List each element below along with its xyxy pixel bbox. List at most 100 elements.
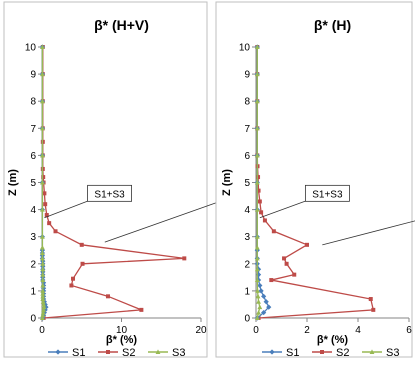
data-point-s2 xyxy=(256,188,261,193)
data-point-s3 xyxy=(254,125,260,131)
legend-marker-s3 xyxy=(155,349,161,354)
data-point-s1 xyxy=(258,288,264,294)
data-point-s3 xyxy=(39,44,45,49)
data-point-s2 xyxy=(271,229,276,234)
y-tick-label: 1 xyxy=(244,286,250,297)
data-point-s3 xyxy=(254,315,260,320)
data-point-s3 xyxy=(41,304,47,310)
data-point-s2 xyxy=(42,191,47,196)
chart-title: β* (H+V) xyxy=(94,17,149,33)
data-point-s3 xyxy=(40,261,46,266)
x-tick-label: 0 xyxy=(253,325,259,336)
x-tick-label: 0 xyxy=(39,325,45,336)
data-point-s3 xyxy=(254,98,260,104)
y-tick-label: 0 xyxy=(30,314,36,325)
data-point-s2 xyxy=(139,307,144,312)
data-point-s3 xyxy=(255,288,260,293)
callout-box xyxy=(87,184,132,202)
data-point-s2 xyxy=(368,297,373,302)
data-point-s2 xyxy=(71,276,76,281)
data-point-s3 xyxy=(39,255,45,261)
data-point-s2 xyxy=(80,261,85,266)
x-tick-label: 6 xyxy=(406,325,412,336)
data-point-s3 xyxy=(40,272,46,277)
data-point-s2 xyxy=(305,242,309,247)
callout-box xyxy=(304,184,350,202)
data-point-s2 xyxy=(371,307,376,312)
data-point-s3 xyxy=(39,315,45,320)
data-point-s3 xyxy=(41,307,46,312)
data-point-s3 xyxy=(257,304,263,310)
data-point-s2 xyxy=(47,221,52,226)
data-point-s3 xyxy=(254,179,260,185)
data-point-s3 xyxy=(254,152,260,158)
data-point-s3 xyxy=(256,309,261,315)
callout-leader xyxy=(322,220,415,246)
data-point-s2 xyxy=(53,229,58,234)
data-point-s3 xyxy=(39,179,45,185)
legend-marker-s2 xyxy=(320,350,324,354)
chart-title: β* (H) xyxy=(314,17,351,33)
data-point-s3 xyxy=(40,266,46,272)
chart-panel xyxy=(215,1,413,358)
data-point-s3 xyxy=(254,277,260,283)
data-point-s2 xyxy=(41,175,46,180)
data-point-s2 xyxy=(182,256,187,261)
data-point-s2 xyxy=(269,278,274,283)
data-point-s3 xyxy=(254,234,260,239)
legend-marker-s2 xyxy=(106,350,110,354)
data-point-s2 xyxy=(105,294,110,299)
data-point-s3 xyxy=(40,296,46,302)
data-point-s3 xyxy=(254,244,260,250)
data-point-s3 xyxy=(254,44,260,49)
callout-leader xyxy=(44,199,90,219)
callout-label: S1+S3 xyxy=(94,189,125,200)
data-point-s2 xyxy=(257,199,262,204)
data-point-s2 xyxy=(79,242,84,247)
chart-panel xyxy=(3,1,208,358)
legend-marker-s1 xyxy=(55,349,61,355)
data-point-s3 xyxy=(255,293,261,299)
x-tick-label: 4 xyxy=(355,325,361,336)
data-point-s2 xyxy=(284,261,289,266)
y-tick-label: 5 xyxy=(244,178,250,189)
data-point-s1 xyxy=(261,309,267,316)
data-point-s3 xyxy=(39,244,45,250)
y-axis-label: Z (m) xyxy=(221,169,233,196)
y-tick-label: 9 xyxy=(30,70,36,81)
y-tick-label: 7 xyxy=(244,124,250,135)
data-point-s2 xyxy=(282,256,287,261)
data-point-s3 xyxy=(40,312,46,318)
data-point-s2 xyxy=(44,213,49,218)
data-point-s3 xyxy=(256,299,261,304)
data-point-s2 xyxy=(256,175,261,180)
data-point-s1 xyxy=(261,293,267,299)
data-point-s3 xyxy=(254,255,260,261)
data-point-s3 xyxy=(40,291,46,296)
data-point-s3 xyxy=(254,71,260,77)
callout-leader xyxy=(259,199,308,219)
data-point-s2 xyxy=(43,202,48,207)
legend-label-s3: S3 xyxy=(172,347,185,359)
data-point-s1 xyxy=(266,304,272,310)
data-point-s3 xyxy=(40,282,46,288)
data-point-s3 xyxy=(39,152,45,158)
y-tick-label: 8 xyxy=(244,97,250,108)
y-tick-label: 3 xyxy=(244,232,250,243)
y-tick-label: 10 xyxy=(239,43,251,54)
data-point-s2 xyxy=(292,272,297,277)
y-tick-label: 2 xyxy=(30,259,36,270)
y-tick-label: 1 xyxy=(30,286,36,297)
y-tick-label: 4 xyxy=(244,205,250,216)
data-point-s3 xyxy=(41,301,46,307)
y-tick-label: 6 xyxy=(244,151,250,162)
legend-label-s2: S2 xyxy=(336,347,349,359)
x-axis-label: β* (%) xyxy=(317,334,348,346)
legend-label-s3: S3 xyxy=(386,347,399,359)
data-point-s2 xyxy=(259,210,264,215)
y-tick-label: 10 xyxy=(25,43,37,54)
data-point-s3 xyxy=(40,299,46,304)
data-point-s3 xyxy=(40,293,46,299)
y-tick-label: 5 xyxy=(30,178,36,189)
data-point-s3 xyxy=(39,250,45,255)
